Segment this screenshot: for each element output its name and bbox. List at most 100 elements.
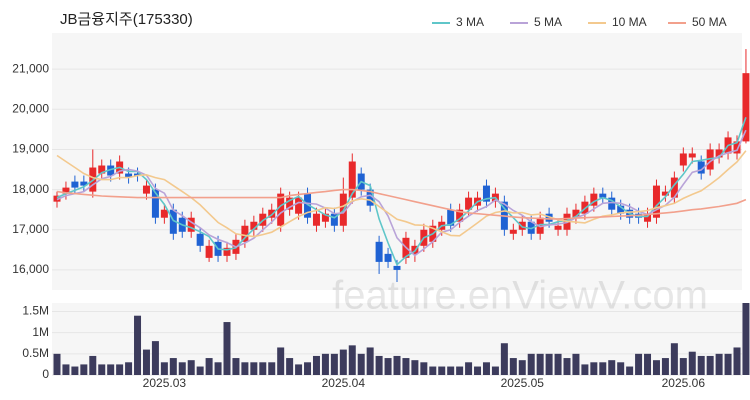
x-tick-label: 2025.03 (143, 376, 187, 390)
watermark: feature.enViewV.com (332, 274, 708, 318)
y-tick-label: 19,000 (12, 142, 49, 156)
candle-body (330, 213, 338, 226)
candle-body (715, 149, 723, 158)
candle-body (205, 245, 213, 258)
volume-bar (572, 353, 580, 375)
volume-bar (661, 358, 669, 375)
ma-line (56, 117, 747, 267)
volume-bar (107, 364, 115, 375)
volume-bar (223, 322, 231, 375)
volume-bar (366, 347, 374, 375)
ma-line (56, 150, 747, 238)
volume-bar (536, 353, 544, 375)
volume-bar (509, 358, 517, 375)
candle-body (617, 205, 625, 214)
volume-bar (402, 358, 410, 375)
candle-body (366, 189, 374, 206)
candle-body (733, 141, 741, 154)
candle-body (518, 221, 526, 230)
x-tick-label: 2025.06 (662, 376, 706, 390)
candle-body (295, 197, 303, 214)
candle-body (644, 213, 652, 222)
volume-bar (295, 364, 303, 375)
volume-bar (71, 366, 79, 375)
candle-body (590, 193, 598, 206)
volume-bar (384, 358, 392, 375)
volume-bar (500, 343, 508, 375)
volume-bar (697, 355, 705, 375)
y-tick-label: 21,000 (12, 61, 49, 75)
volume-tick-label: 0.5M (22, 346, 49, 360)
volume-bar (474, 366, 482, 375)
legend-label: 10 MA (612, 15, 647, 29)
volume-bar (626, 366, 634, 375)
y-tick-label: 18,000 (12, 182, 49, 196)
candle-body (375, 241, 383, 262)
chart-title: JB금융지주(175330) (60, 11, 193, 28)
volume-bar (429, 366, 437, 375)
ma-line (56, 188, 747, 220)
volume-bar (250, 362, 258, 375)
volume-bar (635, 353, 643, 375)
volume-bar (590, 362, 598, 375)
candle-body (268, 209, 276, 218)
candle-body (223, 247, 231, 256)
legend-label: 3 MA (456, 15, 484, 29)
candle-body (286, 197, 294, 210)
candle-body (53, 195, 61, 202)
volume-bar (599, 362, 607, 375)
volume-bar (205, 358, 213, 375)
candle-body (62, 187, 70, 194)
volume-bar (482, 362, 490, 375)
volume-tick-label: 1M (32, 325, 49, 339)
candle-body (572, 209, 580, 218)
volume-bar (420, 362, 428, 375)
volume-bar (142, 349, 150, 375)
volume-bar (330, 353, 338, 375)
volume-tick-label: 1.5M (22, 304, 49, 318)
candle-body (304, 193, 312, 218)
candle-body (312, 213, 320, 226)
y-tick-label: 20,000 (12, 101, 49, 115)
volume-bar (277, 347, 285, 375)
volume-bar (563, 358, 571, 375)
candle-body (599, 193, 607, 198)
volume-bar (375, 355, 383, 375)
volume-bar (679, 358, 687, 375)
volume-bar (527, 353, 535, 375)
volume-bar (187, 360, 195, 375)
candle-body (160, 209, 168, 218)
volume-bar (339, 349, 347, 375)
x-tick-label: 2025.05 (501, 376, 545, 390)
candle-body (670, 177, 678, 198)
volume-bar (742, 303, 750, 375)
volume-bar (259, 362, 267, 375)
volume-bar (465, 362, 473, 375)
volume-bar (80, 364, 88, 375)
candle-body (661, 191, 669, 196)
volume-bar (545, 353, 553, 375)
volume-bar (688, 351, 696, 375)
candle-body (456, 209, 464, 222)
candle-body (321, 213, 329, 222)
volume-bar (608, 360, 616, 375)
price-panel (52, 33, 742, 290)
volume-bar (98, 364, 106, 375)
volume-bar (715, 353, 723, 375)
volume-bar (393, 355, 401, 375)
candle-body (134, 173, 142, 176)
volume-bar (169, 358, 177, 375)
volume-bar (214, 362, 222, 375)
volume-tick-label: 0 (42, 367, 49, 381)
volume-bar (357, 353, 365, 375)
candle-body (187, 217, 195, 232)
volume-bar (617, 362, 625, 375)
volume-bar (312, 355, 320, 375)
candle-body (151, 189, 159, 218)
volume-bar (447, 366, 455, 375)
candle-body (652, 185, 660, 218)
volume-bar (125, 362, 133, 375)
volume-bar (178, 362, 186, 375)
volume-bar (62, 364, 70, 375)
